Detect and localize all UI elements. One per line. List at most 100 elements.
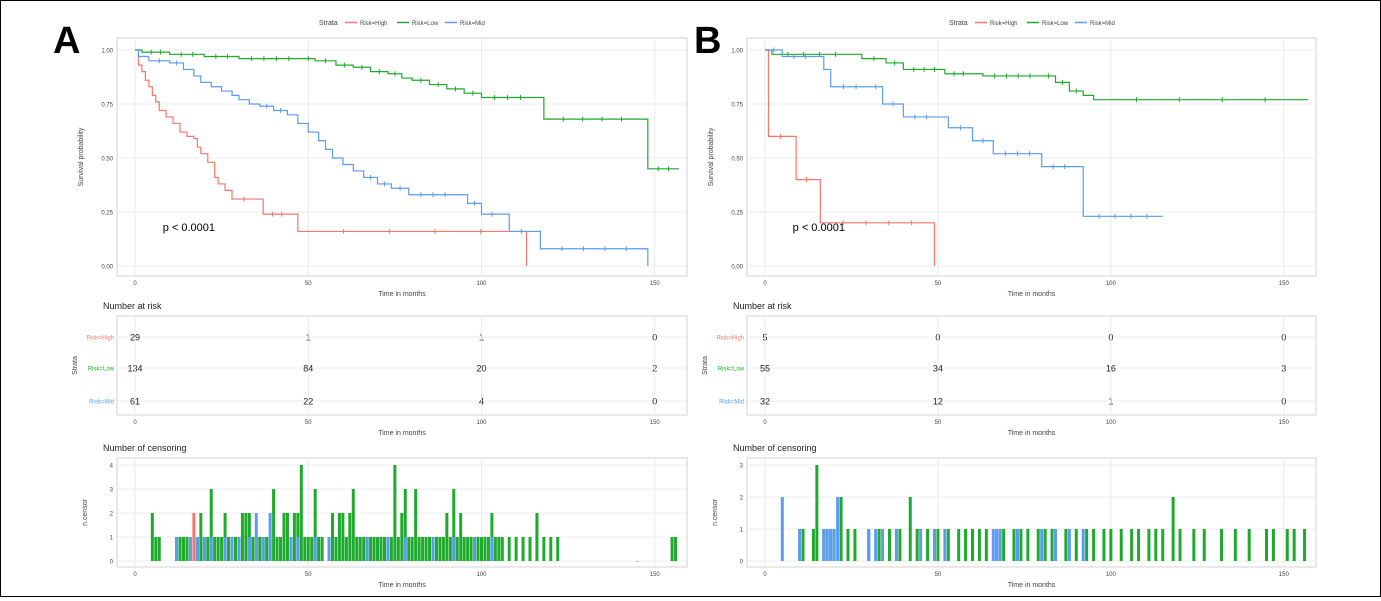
survival-curve-high [765, 49, 936, 266]
censor-bar-mid [386, 537, 390, 561]
x-tick-label: 50 [935, 420, 942, 426]
censor-bar-low [486, 537, 490, 561]
x-tick-label: 100 [476, 572, 487, 578]
legend: Strata Risk=High Risk=Low Risk=Mid [949, 20, 1115, 27]
censor-bar-low [337, 513, 341, 561]
censor-bar-mid [829, 529, 833, 561]
censor-bar-low [258, 537, 262, 561]
censor-bar-mid [289, 537, 293, 561]
censor-bar-low [178, 537, 182, 561]
panel-letter: A [53, 20, 80, 62]
censor-bar-mid [268, 513, 272, 561]
y-tick-label: 0 [110, 560, 114, 566]
censor-bar-low [279, 537, 283, 561]
censor-bar-mid [998, 529, 1002, 561]
censor-bar-low [421, 537, 425, 561]
censor-bar-low [320, 537, 324, 561]
censor-bar-low [507, 537, 511, 561]
x-tick-label: 150 [650, 281, 661, 287]
censor-bar-low [299, 465, 303, 561]
censor-bar-mid [832, 529, 836, 561]
censor-bar-low [303, 537, 307, 561]
x-tick-label: 0 [133, 420, 137, 426]
x-tick-label: 150 [1279, 281, 1290, 287]
x-axis-label: Time in months [378, 582, 426, 589]
censor-bar-low [497, 537, 501, 561]
censor-bar-mid [175, 537, 179, 561]
risk-table: Number at riskRisk=High5000Risk=Low55341… [702, 301, 1317, 437]
risk-row-label: Risk=Low [718, 367, 745, 373]
censor-bar-low [1271, 529, 1275, 561]
censor-bar-low [853, 529, 857, 561]
censor-bar-low [556, 537, 560, 561]
censor-bar-mid [490, 537, 494, 561]
censor-bar-low [1074, 529, 1078, 561]
censor-bar-low [417, 537, 421, 561]
censor-bar-low [220, 537, 224, 561]
censor-bar-low [1012, 529, 1016, 561]
censor-bar-mid [836, 497, 840, 561]
censor-bar-low [348, 513, 352, 561]
censor-bar-mid [995, 529, 999, 561]
censor-bar-mid [473, 537, 477, 561]
censor-bar-mid [991, 529, 995, 561]
censor-bar-low [483, 537, 487, 561]
y-tick-label: 1 [740, 528, 744, 534]
y-tick-label: 0 [740, 560, 744, 566]
x-tick-label: 150 [1279, 420, 1290, 426]
legend-entry: Risk=Low [412, 21, 439, 27]
censor-bar-low [888, 529, 892, 561]
censor-bar-mid [1015, 529, 1019, 561]
censor-bar-mid [867, 529, 871, 561]
censor-bar-low [1130, 529, 1134, 561]
censor-bar-low [150, 513, 154, 561]
censor-bar-low [292, 513, 296, 561]
censor-bar-mid [296, 537, 300, 561]
censor-bar-mid [452, 537, 456, 561]
censor-bar-low [1002, 529, 1006, 561]
censor-bar-mid [261, 537, 265, 561]
censor-bar-low [1026, 529, 1030, 561]
censor-bar-low [351, 489, 355, 561]
censor-bar-mid [780, 497, 784, 561]
legend-entry: Risk=High [990, 21, 1018, 27]
y-axis-label: Strata [72, 356, 79, 375]
censor-bar-low [341, 513, 345, 561]
risk-row-label: Risk=Low [88, 367, 115, 373]
censor-bar-low [206, 537, 210, 561]
censor-bar-mid [1067, 529, 1071, 561]
censor-bar-mid [932, 529, 936, 561]
censor-bar-mid [254, 513, 258, 561]
legend-entry: Risk=Low [1042, 21, 1069, 27]
censor-bar-low [455, 537, 459, 561]
censor-bar-low [213, 537, 217, 561]
risk-row-label: Risk=Mid [89, 400, 114, 406]
censor-bar-low [251, 537, 255, 561]
censor-bar-low [957, 529, 961, 561]
censor-bar-low [285, 513, 289, 561]
legend: Strata Risk=High Risk=Low Risk=Mid [319, 20, 485, 27]
x-tick-label: 100 [1106, 281, 1117, 287]
risk-row-label: Risk=Mid [719, 400, 744, 406]
p-value: p < 0.0001 [163, 222, 215, 234]
plot-frame [746, 37, 1317, 277]
censor-bar-low [466, 537, 470, 561]
censor-bar-low [424, 537, 428, 561]
risk-row-label: Risk=High [86, 336, 114, 342]
censor-bar-low [154, 537, 158, 561]
censor-bar-mid [327, 537, 331, 561]
censor-bar-low [445, 513, 449, 561]
censor-bar-low [476, 537, 480, 561]
censor-bar-low [1119, 529, 1123, 561]
censor-bar-low [1247, 529, 1251, 561]
censor-bar-low [282, 513, 286, 561]
censor-bar-low [355, 537, 359, 561]
x-tick-label: 100 [1106, 572, 1117, 578]
censor-bar-low [801, 529, 805, 561]
x-tick-label: 0 [763, 572, 767, 578]
censor-bar-mid [881, 529, 885, 561]
survival-curve-high [135, 49, 528, 266]
censor-bar-low [376, 537, 380, 561]
censor-bar-mid [403, 537, 407, 561]
